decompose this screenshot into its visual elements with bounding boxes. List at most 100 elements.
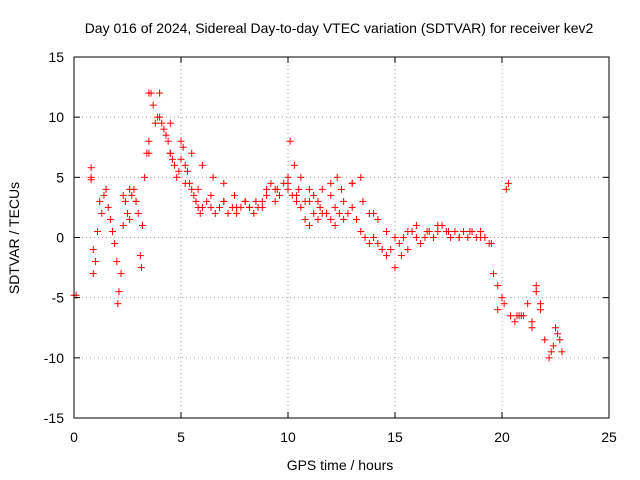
data-point	[233, 203, 241, 211]
data-point	[331, 221, 339, 229]
y-tick-label: 5	[56, 169, 64, 185]
data-point	[284, 179, 292, 187]
data-point	[126, 185, 134, 193]
data-point	[284, 173, 292, 181]
data-point	[357, 227, 365, 235]
data-point	[335, 209, 343, 217]
data-point	[532, 288, 540, 296]
data-point	[145, 89, 153, 97]
data-point	[327, 215, 335, 223]
data-point	[489, 270, 497, 278]
data-point	[87, 176, 95, 184]
data-point	[164, 137, 172, 145]
data-point	[301, 215, 309, 223]
data-point	[252, 197, 260, 205]
data-point	[166, 119, 174, 127]
data-point	[175, 167, 183, 175]
data-point	[87, 164, 95, 172]
data-point	[181, 161, 189, 169]
data-point	[338, 185, 345, 193]
data-point	[145, 149, 153, 157]
data-point	[537, 300, 545, 308]
data-point	[233, 209, 241, 217]
data-point	[196, 209, 204, 217]
data-point	[447, 234, 455, 241]
x-tick-label: 25	[601, 429, 617, 445]
data-point	[258, 197, 266, 205]
data-point	[359, 197, 367, 205]
data-point	[117, 270, 125, 278]
data-point	[106, 215, 114, 223]
data-point	[216, 203, 224, 211]
data-point	[554, 330, 562, 338]
data-point	[162, 131, 170, 139]
data-point	[138, 221, 146, 229]
data-point	[558, 348, 566, 356]
data-point	[198, 161, 206, 169]
data-point	[194, 185, 202, 193]
x-tick-label: 0	[70, 429, 78, 445]
data-point	[207, 203, 215, 211]
data-point	[382, 227, 390, 235]
data-point	[293, 191, 301, 199]
data-point	[357, 173, 365, 181]
data-point	[500, 300, 508, 308]
data-point	[111, 240, 119, 248]
y-tick-label: -5	[52, 290, 65, 306]
data-point	[455, 234, 463, 241]
data-point	[137, 264, 145, 272]
data-point	[89, 246, 97, 254]
data-point	[286, 137, 294, 145]
data-point	[327, 191, 335, 199]
data-point	[391, 234, 399, 241]
data-point	[151, 119, 159, 127]
data-point	[340, 215, 348, 223]
data-point	[109, 227, 117, 235]
chart-title: Day 016 of 2024, Sidereal Day-to-day VTE…	[85, 20, 594, 36]
data-point	[323, 209, 331, 217]
data-point	[498, 294, 506, 302]
data-point	[271, 197, 279, 205]
data-point	[477, 227, 485, 235]
data-point	[374, 240, 382, 248]
y-tick-label: 0	[56, 230, 64, 246]
data-point	[417, 240, 425, 248]
data-point	[434, 221, 442, 229]
data-point	[177, 137, 185, 145]
data-point	[537, 306, 545, 314]
data-point	[203, 197, 211, 205]
data-point	[245, 203, 253, 211]
data-point	[209, 173, 217, 181]
data-point	[430, 234, 438, 241]
data-point	[451, 227, 459, 235]
data-point	[181, 179, 189, 187]
data-point	[378, 246, 386, 254]
data-point	[348, 179, 356, 187]
data-point	[310, 191, 318, 199]
data-point	[98, 209, 106, 217]
data-point	[301, 197, 309, 205]
data-point	[466, 227, 474, 235]
y-tick-label: 15	[48, 49, 64, 65]
data-point	[136, 252, 144, 260]
data-point	[464, 234, 472, 241]
data-point	[273, 185, 281, 193]
data-point	[198, 203, 206, 211]
data-point	[156, 89, 164, 97]
data-point	[524, 300, 532, 308]
data-point	[545, 354, 553, 362]
grid	[74, 57, 609, 418]
data-points	[70, 89, 566, 362]
data-point	[188, 149, 196, 157]
data-point	[104, 203, 112, 211]
data-point	[434, 227, 442, 235]
x-tick-label: 5	[177, 429, 185, 445]
data-point	[421, 234, 429, 241]
x-axis-label: GPS time / hours	[287, 457, 394, 473]
data-point	[370, 234, 378, 241]
data-point	[445, 227, 452, 235]
data-point	[477, 234, 485, 241]
data-point	[549, 342, 557, 350]
data-point	[258, 203, 266, 211]
